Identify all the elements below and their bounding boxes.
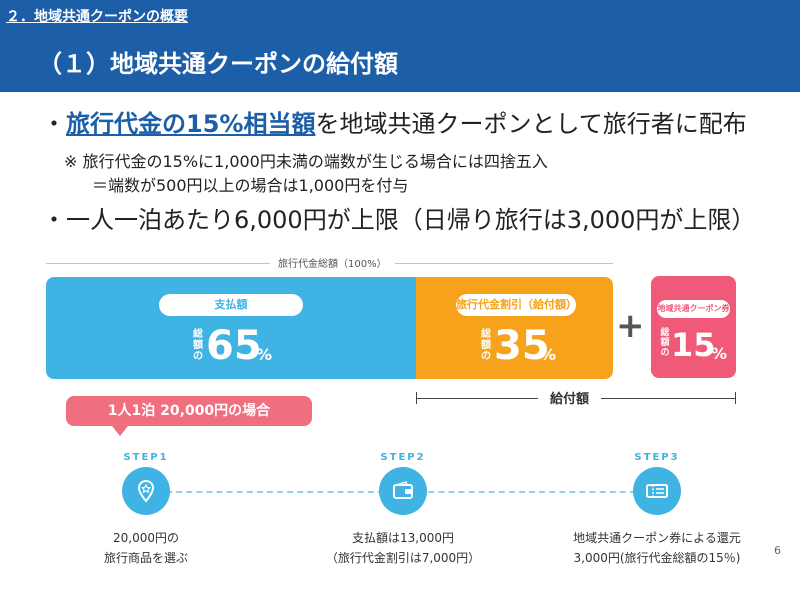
example-callout: 1人1泊 20,000円の場合 xyxy=(66,396,312,436)
benefit-label: 給付額 xyxy=(538,388,602,407)
coupon-percent-value: 15 xyxy=(671,326,716,364)
slide-title: （１）地域共通クーポンの給付額 xyxy=(38,50,398,78)
discount-label: 旅行代金割引（給付額） xyxy=(456,294,577,316)
step1-line2: 旅行商品を選ぶ xyxy=(103,551,188,565)
benefit-bracket-right xyxy=(735,392,736,404)
note-rounding-detail: ＝端数が500円以上の場合は1,000円を付与 xyxy=(92,176,409,195)
step2-line1: 支払額は13,000円 xyxy=(352,531,454,545)
wallet-icon xyxy=(393,481,413,499)
coupon-box: 地域共通クーポン券 総額の 15 % xyxy=(651,276,736,378)
discount-percent-value: 35 xyxy=(494,323,550,369)
step2-circle xyxy=(379,467,427,515)
step3-line1: 地域共通クーポン券による還元 xyxy=(573,531,741,545)
step1-text: 20,000円の 旅行商品を選ぶ xyxy=(56,528,236,568)
step1-label: STEP1 xyxy=(123,452,169,463)
paid-amount-label: 支払額 xyxy=(159,294,303,316)
note-rounding: ※ 旅行代金の15%に1,000円未満の端数が生じる場合には四捨五入 xyxy=(64,152,548,171)
discount-bar: 旅行代金割引（給付額） 総額の 35 % xyxy=(416,277,613,379)
section-heading: ２．地域共通クーポンの概要 xyxy=(6,9,188,25)
bullet-upper-limit: ・一人一泊あたり6,000円が上限（日帰り旅行は3,000円が上限） xyxy=(42,206,756,234)
step2-label: STEP2 xyxy=(380,452,426,463)
benefit-bracket-left xyxy=(416,392,417,404)
step3-circle xyxy=(633,467,681,515)
step3-text: 地域共通クーポン券による還元 3,000円(旅行代金総額の15％) xyxy=(552,528,762,568)
coupon-prefix: 総額の xyxy=(660,328,670,358)
discount-prefix: 総額の xyxy=(481,329,491,362)
paid-percent-unit: % xyxy=(256,345,273,364)
plus-sign: + xyxy=(616,306,645,346)
page-number: 6 xyxy=(774,544,781,557)
discount-percent-unit: % xyxy=(540,345,557,364)
bullet-coupon-distribution: ・旅行代金の15%相当額を地域共通クーポンとして旅行者に配布 xyxy=(42,110,747,138)
step1-line1: 20,000円の xyxy=(113,531,179,545)
coupon-ticket-icon xyxy=(646,484,668,498)
header-bar: ２．地域共通クーポンの概要 （１）地域共通クーポンの給付額 xyxy=(0,0,800,92)
step3-line2: 3,000円(旅行代金総額の15％) xyxy=(573,551,741,565)
total-label: 旅行代金総額（100%） xyxy=(270,255,395,270)
step1-circle xyxy=(122,467,170,515)
map-pin-icon xyxy=(137,479,155,503)
highlight-text: 旅行代金の15%相当額 xyxy=(66,110,316,138)
coupon-percent-unit: % xyxy=(711,344,728,363)
step2-line2: （旅行代金割引は7,000円） xyxy=(325,551,481,565)
step3-label: STEP3 xyxy=(634,452,680,463)
coupon-label: 地域共通クーポン券 xyxy=(657,300,730,318)
paid-amount-bar: 支払額 総額の 65 % xyxy=(46,277,416,379)
paid-prefix: 総額の xyxy=(193,329,203,362)
paid-percent-value: 65 xyxy=(206,323,262,369)
step2-text: 支払額は13,000円 （旅行代金割引は7,000円） xyxy=(313,528,493,568)
